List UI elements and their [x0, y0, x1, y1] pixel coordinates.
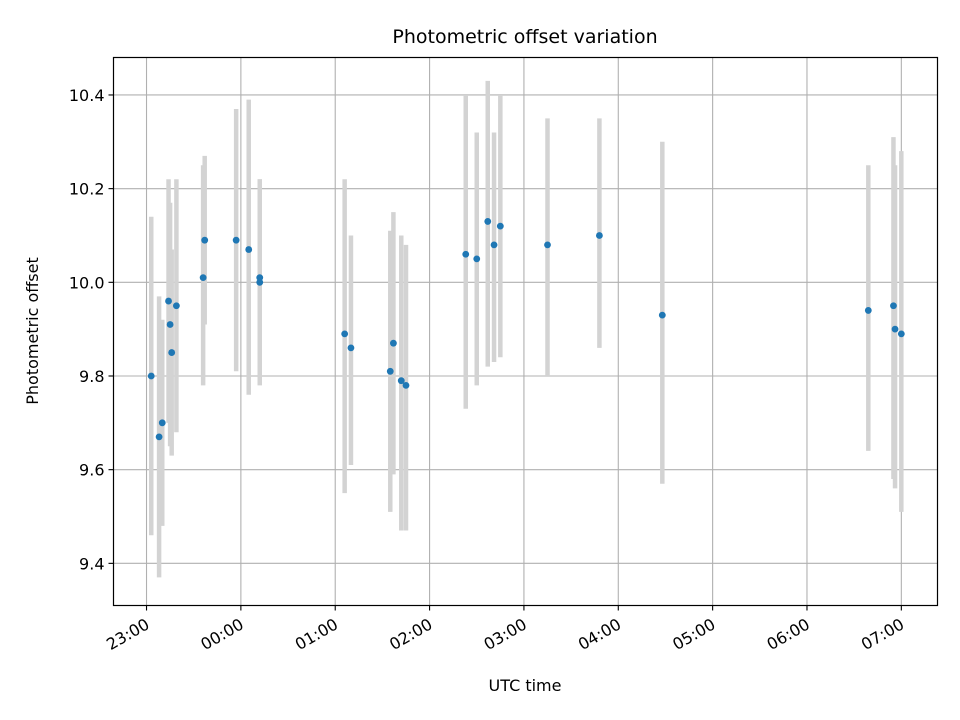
y-axis-ticks: 9.4 9.6 9.8 10.0 10.2 10.4	[69, 86, 114, 573]
data-point	[496, 222, 504, 230]
data-point	[658, 311, 666, 319]
data-point	[201, 236, 209, 244]
data-point	[462, 250, 470, 258]
chart-title: Photometric offset variation	[392, 26, 657, 48]
x-tick-label: 07:00	[858, 615, 907, 655]
data-point	[891, 325, 899, 333]
data-point	[168, 349, 176, 356]
plot-frame	[112, 56, 939, 607]
x-axis-ticks: 23:00 00:00 01:00 02:00 03:00 04:00 05:00 06:00…	[103, 605, 907, 655]
y-tick-label: 10.2	[69, 180, 105, 199]
y-tick-label: 9.4	[79, 554, 104, 573]
data-point	[147, 372, 155, 380]
data-point	[473, 255, 481, 263]
data-point	[347, 344, 355, 352]
data-point	[864, 307, 872, 314]
x-axis-label: UTC time	[489, 676, 562, 695]
y-tick-label: 10.0	[69, 273, 105, 292]
data-point	[402, 381, 410, 389]
x-tick-label: 04:00	[575, 615, 624, 655]
data-point	[386, 367, 394, 375]
y-tick-label: 10.4	[69, 86, 105, 105]
data-point	[390, 339, 397, 347]
data-point	[897, 330, 905, 338]
data-point	[890, 302, 897, 310]
data-point	[341, 330, 349, 338]
data-point	[544, 241, 551, 249]
data-point	[397, 377, 405, 385]
data-point	[256, 278, 264, 286]
y-tick-label: 9.6	[79, 461, 104, 480]
y-axis-label: Photometric offset	[23, 257, 42, 405]
y-tick-label: 9.8	[79, 367, 104, 386]
data-point	[173, 302, 180, 310]
error-bars	[148, 80, 904, 578]
data-point	[166, 321, 174, 328]
x-tick-label: 23:00	[103, 615, 152, 655]
data-point	[232, 236, 240, 244]
data-point	[490, 241, 498, 249]
x-tick-label: 01:00	[292, 615, 341, 655]
data-points	[147, 218, 905, 441]
data-point	[245, 246, 253, 253]
data-point	[155, 433, 163, 441]
data-point	[165, 297, 172, 305]
x-tick-label: 00:00	[197, 615, 246, 655]
x-tick-label: 02:00	[386, 615, 435, 655]
data-point	[256, 274, 264, 282]
x-tick-label: 05:00	[669, 615, 718, 655]
data-point	[158, 419, 166, 427]
x-tick-label: 03:00	[480, 615, 529, 655]
x-tick-label: 06:00	[764, 615, 813, 655]
data-point	[199, 274, 207, 282]
data-point	[484, 218, 492, 225]
data-point	[596, 232, 603, 239]
